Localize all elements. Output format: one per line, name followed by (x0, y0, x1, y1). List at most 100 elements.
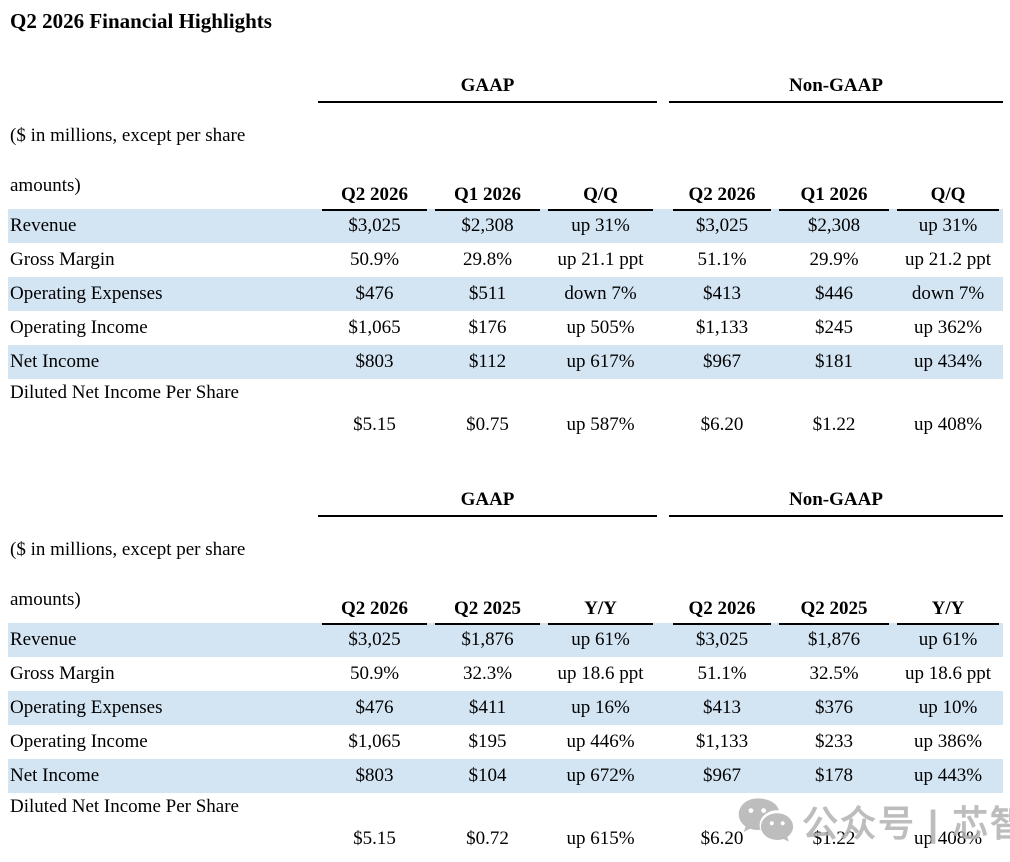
qq-column-header-row: ($ in millions, except per share amounts… (8, 103, 1003, 211)
cell-value: $3,025 (348, 629, 401, 650)
cell-value: $1,065 (348, 317, 401, 338)
cell-value: up 21.1 ppt (557, 249, 644, 270)
cell-value: $233 (815, 731, 853, 752)
cell-value: $176 (468, 317, 507, 338)
cell-value: $6.20 (700, 414, 744, 435)
cell-value: $413 (703, 697, 741, 718)
yy-col-gaap-q2-2025: Q2 2025 (435, 598, 540, 625)
table-row-diluted-eps: Diluted Net Income Per Share $5.15 $0.72… (8, 793, 1003, 859)
page-title: Q2 2026 Financial Highlights (10, 9, 272, 33)
cell-value: up 386% (913, 731, 983, 752)
cell-value: $476 (355, 697, 394, 718)
cell-value: $411 (468, 697, 507, 718)
row-label: Operating Income (10, 731, 148, 752)
cell-value: $3,025 (695, 629, 749, 650)
cell-value: $967 (703, 765, 741, 786)
cell-value: up 61% (571, 629, 630, 650)
cell-value: $511 (468, 283, 507, 304)
qq-financial-table: GAAP Non-GAAP ($ in millions, except per… (8, 70, 1003, 445)
table-row-gross-margin: Gross Margin 50.9% 29.8% up 21.1 ppt 51.… (8, 243, 1003, 277)
row-label: Diluted Net Income Per Share (10, 382, 239, 403)
qq-col-gaap-q2-2026: Q2 2026 (322, 184, 427, 211)
yy-group-header-row: GAAP Non-GAAP (8, 484, 1003, 517)
cell-value: up 505% (566, 317, 635, 338)
cell-value: $5.15 (353, 828, 396, 849)
units-note-line2: amounts) (10, 175, 81, 196)
cell-value: up 615% (566, 828, 635, 849)
cell-value: $6.20 (700, 828, 744, 849)
table-row-revenue: Revenue $3,025 $1,876 up 61% $3,025 $1,8… (8, 623, 1003, 657)
qq-col-ng-q1-2026: Q1 2026 (779, 184, 889, 211)
table-row-operating-expenses: Operating Expenses $476 $411 up 16% $413… (8, 691, 1003, 725)
units-note: ($ in millions, except per share amounts… (8, 517, 318, 625)
cell-value: $245 (815, 317, 853, 338)
qq-col-ng-q2-2026: Q2 2026 (673, 184, 771, 211)
cell-value: down 7% (911, 283, 985, 304)
cell-value: $1,876 (461, 629, 514, 650)
table-row-operating-income: Operating Income $1,065 $195 up 446% $1,… (8, 725, 1003, 759)
yy-col-gaap-yy: Y/Y (548, 598, 653, 625)
yy-col-gaap-q2-2026: Q2 2026 (322, 598, 427, 625)
cell-value: $1,133 (695, 731, 749, 752)
cell-value: $112 (468, 351, 507, 372)
cell-value: $1.22 (812, 828, 856, 849)
qq-col-gaap-qq: Q/Q (548, 184, 653, 211)
qq-group-header-gaap: GAAP (318, 70, 657, 103)
qq-col-ng-qq: Q/Q (897, 184, 999, 211)
cell-value: $476 (355, 283, 394, 304)
yy-col-ng-yy: Y/Y (897, 598, 999, 625)
cell-value: 50.9% (349, 249, 400, 270)
units-note-line2: amounts) (10, 589, 81, 610)
yy-col-ng-q2-2025: Q2 2025 (779, 598, 889, 625)
cell-value: up 446% (566, 731, 635, 752)
qq-group-header-non-gaap: Non-GAAP (669, 70, 1003, 103)
table-row-revenue: Revenue $3,025 $2,308 up 31% $3,025 $2,3… (8, 209, 1003, 243)
cell-value: 29.8% (462, 249, 513, 270)
cell-value: $413 (703, 283, 741, 304)
cell-value: up 408% (913, 414, 983, 435)
cell-value: 51.1% (697, 663, 747, 684)
units-note-line1: ($ in millions, except per share (10, 539, 246, 560)
cell-value: up 31% (918, 215, 978, 236)
cell-value: $803 (355, 351, 394, 372)
qq-col-gaap-q1-2026: Q1 2026 (435, 184, 540, 211)
cell-value: $2,308 (461, 215, 514, 236)
cell-value: $803 (355, 765, 394, 786)
row-label: Diluted Net Income Per Share (10, 796, 239, 817)
table-row-operating-expenses: Operating Expenses $476 $511 down 7% $41… (8, 277, 1003, 311)
table-row-net-income: Net Income $803 $104 up 672% $967 $178 u… (8, 759, 1003, 793)
cell-value: up 18.6 ppt (904, 663, 992, 684)
cell-value: $1,876 (807, 629, 861, 650)
cell-value: 32.3% (462, 663, 513, 684)
cell-value: $181 (815, 351, 853, 372)
cell-value: $5.15 (353, 414, 396, 435)
cell-value: $3,025 (695, 215, 749, 236)
cell-value: up 18.6 ppt (557, 663, 644, 684)
cell-value: up 16% (571, 697, 630, 718)
cell-value: up 362% (913, 317, 983, 338)
cell-value: $0.75 (466, 414, 509, 435)
cell-value: up 408% (913, 828, 983, 849)
cell-value: $376 (815, 697, 853, 718)
yy-financial-table: GAAP Non-GAAP ($ in millions, except per… (8, 484, 1003, 859)
cell-value: $195 (468, 731, 507, 752)
cell-value: up 31% (571, 215, 630, 236)
cell-value: up 443% (913, 765, 983, 786)
cell-value: $1.22 (812, 414, 856, 435)
cell-value: 50.9% (349, 663, 400, 684)
cell-value: up 617% (566, 351, 635, 372)
cell-value: up 672% (566, 765, 635, 786)
cell-value: $104 (468, 765, 507, 786)
row-label: Operating Income (10, 317, 148, 338)
cell-value: $967 (703, 351, 741, 372)
cell-value: $2,308 (807, 215, 861, 236)
row-label: Net Income (10, 351, 100, 372)
yy-col-ng-q2-2026: Q2 2026 (673, 598, 771, 625)
cell-value: up 10% (918, 697, 978, 718)
cell-value: $1,133 (695, 317, 749, 338)
row-label: Gross Margin (10, 663, 115, 684)
table-row-gross-margin: Gross Margin 50.9% 32.3% up 18.6 ppt 51.… (8, 657, 1003, 691)
cell-value: $446 (815, 283, 853, 304)
cell-value: $1,065 (348, 731, 401, 752)
